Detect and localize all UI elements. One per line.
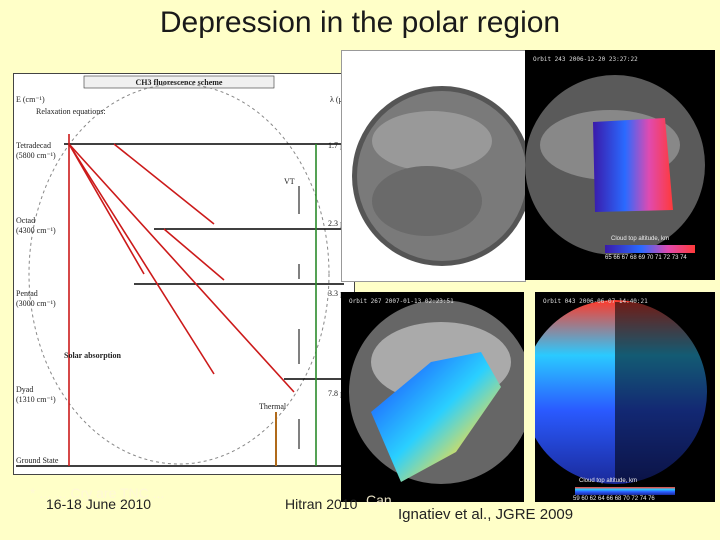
panel-header: Orbit 243 2006-12-20 23:27:22 [533, 56, 638, 63]
state-pentad: Pentad [16, 289, 38, 298]
venus-grey-svg [342, 51, 525, 281]
state-tetradecad: Tetradecad [16, 141, 51, 150]
wavelength-4: 7.8 µm [328, 389, 352, 398]
state-pentad-energy: (3000 cm⁻¹) [16, 299, 56, 308]
wavelength-1: 1.7 µm [328, 141, 352, 150]
venus-image-4: Orbit 043 2006-06-07 14:40:21 Cloud top … [535, 292, 715, 502]
ghost-note: * ... ... Cry are TNC ... [30, 485, 165, 501]
venus-overlay-svg [525, 50, 715, 280]
state-octad-energy: (4300 cm⁻¹) [16, 226, 56, 235]
slide-title: Depression in the polar region [159, 6, 561, 39]
venus-image-1 [341, 50, 526, 282]
state-octad: Octad [16, 216, 35, 225]
relaxation-label: Relaxation equations: [36, 107, 106, 116]
state-ground: Ground State [16, 456, 59, 465]
venus-color-svg [535, 292, 715, 502]
solar-absorption-label: Solar absorption [64, 351, 122, 360]
colorbar-ticks: 65 66 67 68 69 70 71 72 73 74 [605, 255, 687, 261]
venus-overlay-svg-3 [341, 292, 524, 502]
colorbar-ticks-4: 59 60 62 64 66 68 70 72 74 76 [573, 496, 655, 502]
colorbar-label: Cloud top altitude, km [611, 236, 670, 242]
energy-axis-label: E (cm⁻¹) [16, 95, 45, 104]
footer-conference: Hitran 2010 [285, 496, 358, 512]
state-dyad-energy: (1310 cm⁻¹) [16, 395, 56, 404]
panel-header-3: Orbit 267 2007-01-13 02:23:51 [349, 298, 454, 305]
state-dyad: Dyad [16, 385, 33, 394]
venus-image-3: Orbit 267 2007-01-13 02:23:51 [341, 292, 524, 502]
ghost-note-2: Can [366, 492, 392, 508]
footer-date: 16-18 June 2010 [46, 496, 152, 512]
state-tetradecad-energy: (5800 cm⁻¹) [16, 151, 56, 160]
wavelength-2: 2.3 µm [328, 219, 352, 228]
fluorescence-scheme-diagram: CH3 fluorescence scheme E (cm⁻¹) λ (µm) … [13, 73, 355, 475]
scheme-title: CH3 fluorescence scheme [136, 78, 223, 87]
venus-image-2: Orbit 243 2006-12-20 23:27:22 Cloud top … [525, 50, 715, 280]
scheme-svg: CH3 fluorescence scheme E (cm⁻¹) λ (µm) … [16, 75, 352, 467]
thermal-label: Thermal [259, 402, 287, 411]
footer-reference: Ignatiev et al., JGRE 2009 [398, 506, 574, 523]
vt-label: VT [284, 177, 295, 186]
colorbar-label-4: Cloud top altitude, km [579, 478, 638, 484]
wavelength-3: 3.3 µm [328, 289, 352, 298]
panel-header-4: Orbit 043 2006-06-07 14:40:21 [543, 298, 648, 305]
